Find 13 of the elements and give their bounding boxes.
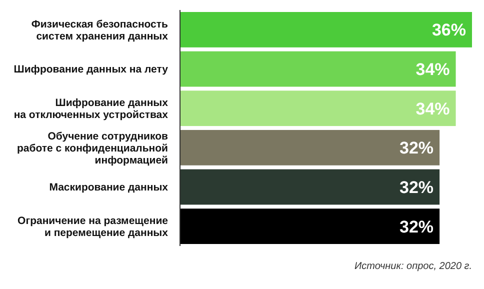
- y-tick-label: Обучение сотрудников работе с конфиденциальной информацией: [17, 130, 169, 166]
- y-tick-label: Шифрование данных на отключенных устройствах: [14, 97, 168, 122]
- data-label: 36%: [432, 20, 466, 40]
- y-tick-label: Шифрование данных на лету: [14, 64, 168, 76]
- data-label: 32%: [400, 178, 434, 197]
- y-tick-label: Маскирование данных: [49, 182, 168, 194]
- data-label: 34%: [416, 60, 450, 79]
- y-tick-label: Физическая безопасность систем хранения данных: [31, 18, 169, 42]
- y-tick-label: Ограничение на размещение и перемещение данных: [18, 214, 168, 239]
- text: Источник: опрос, 2020 г.: [354, 261, 472, 272]
- data-label: 32%: [400, 138, 434, 158]
- data-label: 32%: [400, 217, 434, 236]
- data-label: 34%: [416, 99, 450, 118]
